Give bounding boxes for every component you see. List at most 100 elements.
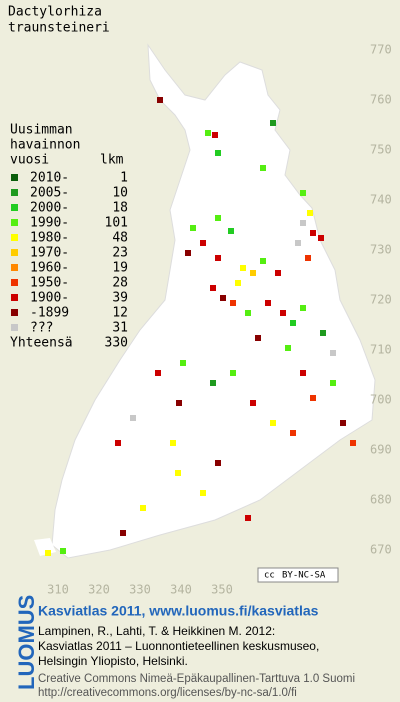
record-dot [170, 440, 176, 446]
citation: Lampinen, R., Lahti, T. & Heikkinen M. 2… [38, 624, 275, 638]
legend-count: 31 [112, 321, 128, 336]
cc-terms: BY-NC-SA [282, 571, 326, 581]
record-dot [318, 235, 324, 241]
northing-label: 770 [370, 43, 392, 57]
record-dot [230, 300, 236, 306]
record-dot [115, 440, 121, 446]
record-dot [250, 270, 256, 276]
license: http://creativecommons.org/licenses/by-n… [38, 687, 297, 699]
legend-total: 330 [105, 336, 128, 351]
record-dot [140, 505, 146, 511]
northing-label: 710 [370, 343, 392, 357]
legend-label: 1980- [30, 231, 69, 246]
record-dot [200, 490, 206, 496]
legend-label: 2005- [30, 186, 69, 201]
legend-swatch [11, 294, 18, 301]
legend-swatch [11, 279, 18, 286]
legend-swatch [11, 309, 18, 316]
record-dot [307, 210, 313, 216]
record-dot [290, 430, 296, 436]
legend-count: 28 [112, 276, 128, 291]
legend-total-label: Yhteensä [10, 336, 73, 351]
species-title: traunsteineri [8, 21, 110, 36]
record-dot [240, 265, 246, 271]
northing-label: 740 [370, 193, 392, 207]
record-dot [215, 215, 221, 221]
brand: LUOMUS [14, 595, 39, 690]
record-dot [190, 225, 196, 231]
record-dot [210, 285, 216, 291]
legend-count: 23 [112, 246, 128, 261]
record-dot [300, 370, 306, 376]
record-dot [215, 255, 221, 261]
cc-mark: cc [264, 571, 275, 581]
record-dot [255, 335, 261, 341]
record-dot [215, 460, 221, 466]
record-dot [185, 250, 191, 256]
record-dot [340, 420, 346, 426]
record-dot [210, 380, 216, 386]
records [45, 97, 356, 556]
record-dot [330, 350, 336, 356]
legend-swatch [11, 204, 18, 211]
record-dot [270, 420, 276, 426]
record-dot [245, 310, 251, 316]
record-dot [205, 130, 211, 136]
northing-label: 750 [370, 143, 392, 157]
legend-label: -1899 [30, 306, 69, 321]
record-dot [200, 240, 206, 246]
legend-count: 19 [112, 261, 128, 276]
record-dot [157, 97, 163, 103]
northing-label: 730 [370, 243, 392, 257]
northing-label: 760 [370, 93, 392, 107]
record-dot [265, 300, 271, 306]
finland-outline [51, 43, 376, 559]
license: Creative Commons Nimeä-Epäkaupallinen-Ta… [38, 673, 355, 685]
legend-swatch [11, 174, 18, 181]
record-dot [155, 370, 161, 376]
legend-label: 1970- [30, 246, 69, 261]
citation: Helsingin Yliopisto, Helsinki. [38, 654, 188, 668]
legend-count: 1 [120, 171, 128, 186]
legend-swatch [11, 189, 18, 196]
legend-label: 1900- [30, 291, 69, 306]
record-dot [295, 240, 301, 246]
easting-label: 340 [170, 583, 192, 597]
legend-count: 39 [112, 291, 128, 306]
record-dot [320, 330, 326, 336]
northing-label: 700 [370, 393, 392, 407]
citation: Kasviatlas 2011 – Luonnontieteellinen ke… [38, 639, 319, 653]
record-dot [270, 120, 276, 126]
record-dot [280, 310, 286, 316]
easting-label: 310 [47, 583, 69, 597]
record-dot [310, 395, 316, 401]
legend-count: 12 [112, 306, 128, 321]
record-dot [275, 270, 281, 276]
legend-label: 1990- [30, 216, 69, 231]
easting-label: 350 [211, 583, 233, 597]
record-dot [330, 380, 336, 386]
record-dot [300, 220, 306, 226]
record-dot [250, 400, 256, 406]
record-dot [285, 345, 291, 351]
record-dot [235, 280, 241, 286]
northing-label: 720 [370, 293, 392, 307]
record-dot [228, 228, 234, 234]
species-title: Dactylorhiza [8, 5, 102, 20]
northing-label: 670 [370, 543, 392, 557]
legend-swatch [11, 324, 18, 331]
legend-year-header: vuosi [10, 153, 49, 168]
northing-label: 690 [370, 443, 392, 457]
record-dot [175, 470, 181, 476]
northing-label: 680 [370, 493, 392, 507]
record-dot [300, 190, 306, 196]
legend-swatch [11, 264, 18, 271]
record-dot [120, 530, 126, 536]
record-dot [310, 230, 316, 236]
record-dot [260, 165, 266, 171]
record-dot [180, 360, 186, 366]
legend-label: 2000- [30, 201, 69, 216]
legend-label: 2010- [30, 171, 69, 186]
